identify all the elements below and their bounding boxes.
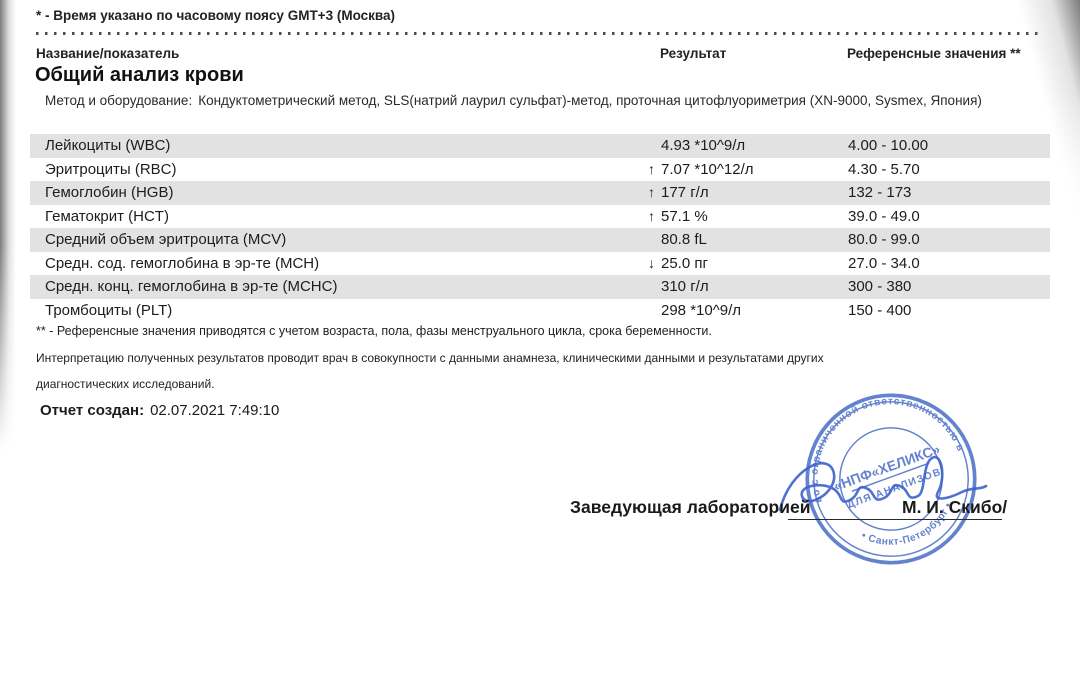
interpretation-note-line2: диагностических исследований. [36, 377, 215, 391]
result-value: 4.93 *10^9/л [661, 137, 746, 154]
signatory-role: Заведующая лабораторией [570, 497, 811, 517]
result-cell: 310 г/л [648, 275, 709, 299]
section-title: Общий анализ крови [35, 64, 244, 86]
result-cell: ↑ 57.1 % [648, 205, 708, 229]
result-value: 25.0 пг [661, 254, 708, 272]
report-created: Отчет создан: 02.07.2021 7:49:10 [40, 402, 279, 419]
table-row: Средн. сод. гемоглобина в эр-те (MCH) ↓ 25… [30, 252, 1050, 276]
analyte-name: Гемоглобин (HGB) [45, 184, 174, 201]
scan-edge-shadow-left [0, 0, 20, 450]
table-row: Средн. конц. гемоглобина в эр-те (MCHC) 3… [30, 275, 1050, 299]
result-cell: ↑ 177 г/л [648, 181, 709, 205]
reference-range: 39.0 - 49.0 [848, 207, 920, 225]
result-cell: 298 *10^9/л [648, 299, 741, 323]
result-value: 310 г/л [661, 278, 709, 295]
result-value: 177 г/л [661, 184, 709, 201]
result-value: 298 *10^9/л [661, 301, 742, 319]
signatory-name: М. И. Скибо/ [902, 497, 1008, 517]
analyte-name: Эритроциты (RBC) [45, 160, 177, 178]
result-cell: 4.93 *10^9/л [648, 134, 745, 158]
method-equipment-note: Метод и оборудование: Кондуктометрический… [45, 93, 1045, 109]
timezone-note: * - Время указано по часовому поясу GMT+… [36, 8, 396, 23]
analyte-name: Лейкоциты (WBC) [45, 137, 171, 154]
arrow-down-icon: ↓ [648, 254, 655, 271]
report-created-value: 02.07.2021 7:49:10 [150, 402, 280, 419]
result-value: 7.07 *10^12/л [661, 160, 754, 178]
reference-range: 80.0 - 99.0 [848, 231, 920, 248]
method-text: Кондуктометрический метод, SLS(натрий ла… [198, 93, 982, 108]
analyte-name: Средн. сод. гемоглобина в эр-те (MCH) [45, 254, 320, 272]
reference-range: 27.0 - 34.0 [848, 254, 920, 272]
reference-range: 300 - 380 [848, 278, 912, 295]
analyte-name: Гематокрит (HCT) [45, 207, 169, 225]
arrow-up-icon: ↑ [648, 160, 655, 177]
result-value: 80.8 fL [661, 231, 707, 248]
column-header-result: Результат [660, 46, 727, 61]
table-row: Тромбоциты (PLT) 298 *10^9/л 150 - 400 [30, 299, 1050, 323]
results-table-body: Лейкоциты (WBC) 4.93 *10^9/л 4.00 - 10.00 Э… [30, 134, 1050, 322]
table-row: Гематокрит (HCT) ↑ 57.1 % 39.0 - 49.0 [30, 205, 1050, 229]
interpretation-note-line1: Интерпретацию полученных результатов про… [36, 351, 824, 365]
result-cell: ↑ 7.07 *10^12/л [648, 158, 754, 182]
arrow-up-icon: ↑ [648, 207, 655, 224]
arrow-up-icon: ↑ [648, 184, 655, 200]
reference-range: 150 - 400 [848, 301, 912, 319]
handwritten-signature [778, 455, 988, 512]
table-row: Гемоглобин (HGB) ↑ 177 г/л 132 - 173 [30, 181, 1050, 205]
result-value: 57.1 % [661, 207, 708, 225]
table-row: Средний объем эритроцита (MCV) 80.8 fL 80.… [30, 228, 1050, 252]
result-cell: 80.8 fL [648, 228, 707, 252]
report-created-label: Отчет создан: [40, 402, 145, 419]
reference-range: 4.00 - 10.00 [848, 137, 929, 154]
reference-range: 4.30 - 5.70 [848, 160, 920, 178]
analyte-name: Средн. конц. гемоглобина в эр-те (MCHC) [45, 278, 338, 295]
dotted-divider [36, 32, 1044, 35]
reference-range: 132 - 173 [848, 184, 912, 201]
analyte-name: Средний объем эритроцита (MCV) [45, 231, 287, 248]
reference-footnote: ** - Референсные значения приводятся с у… [36, 324, 712, 338]
analyte-name: Тромбоциты (PLT) [45, 301, 173, 319]
table-row: Лейкоциты (WBC) 4.93 *10^9/л 4.00 - 10.00 [30, 134, 1050, 158]
method-label: Метод и оборудование: [45, 93, 193, 108]
table-row: Эритроциты (RBC) ↑ 7.07 *10^12/л 4.30 - 5.7… [30, 158, 1050, 182]
column-header-reference: Референсные значения ** [847, 46, 1021, 61]
lab-stamp-seal: во с ограниченной ответственностью в • С… [798, 386, 977, 565]
result-cell: ↓ 25.0 пг [648, 252, 708, 276]
signature-line [788, 519, 1002, 520]
column-header-name: Название/показатель [36, 46, 180, 61]
